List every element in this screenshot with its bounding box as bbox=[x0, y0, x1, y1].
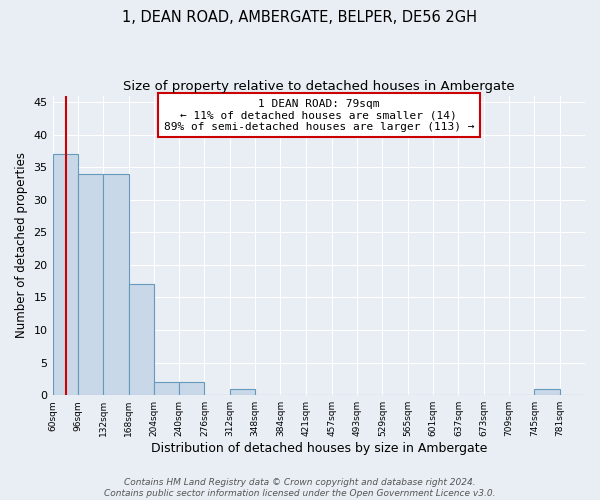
Bar bbox=[103, 174, 128, 395]
Bar bbox=[179, 382, 205, 395]
Bar bbox=[128, 284, 154, 395]
Text: 1, DEAN ROAD, AMBERGATE, BELPER, DE56 2GH: 1, DEAN ROAD, AMBERGATE, BELPER, DE56 2G… bbox=[122, 10, 478, 25]
Bar bbox=[154, 382, 179, 395]
Title: Size of property relative to detached houses in Ambergate: Size of property relative to detached ho… bbox=[123, 80, 515, 93]
Bar bbox=[53, 154, 78, 395]
Y-axis label: Number of detached properties: Number of detached properties bbox=[15, 152, 28, 338]
Text: 1 DEAN ROAD: 79sqm
← 11% of detached houses are smaller (14)
89% of semi-detache: 1 DEAN ROAD: 79sqm ← 11% of detached hou… bbox=[164, 98, 474, 132]
Text: Contains HM Land Registry data © Crown copyright and database right 2024.
Contai: Contains HM Land Registry data © Crown c… bbox=[104, 478, 496, 498]
Bar bbox=[535, 388, 560, 395]
Bar bbox=[230, 388, 255, 395]
Bar bbox=[78, 174, 103, 395]
X-axis label: Distribution of detached houses by size in Ambergate: Distribution of detached houses by size … bbox=[151, 442, 487, 455]
